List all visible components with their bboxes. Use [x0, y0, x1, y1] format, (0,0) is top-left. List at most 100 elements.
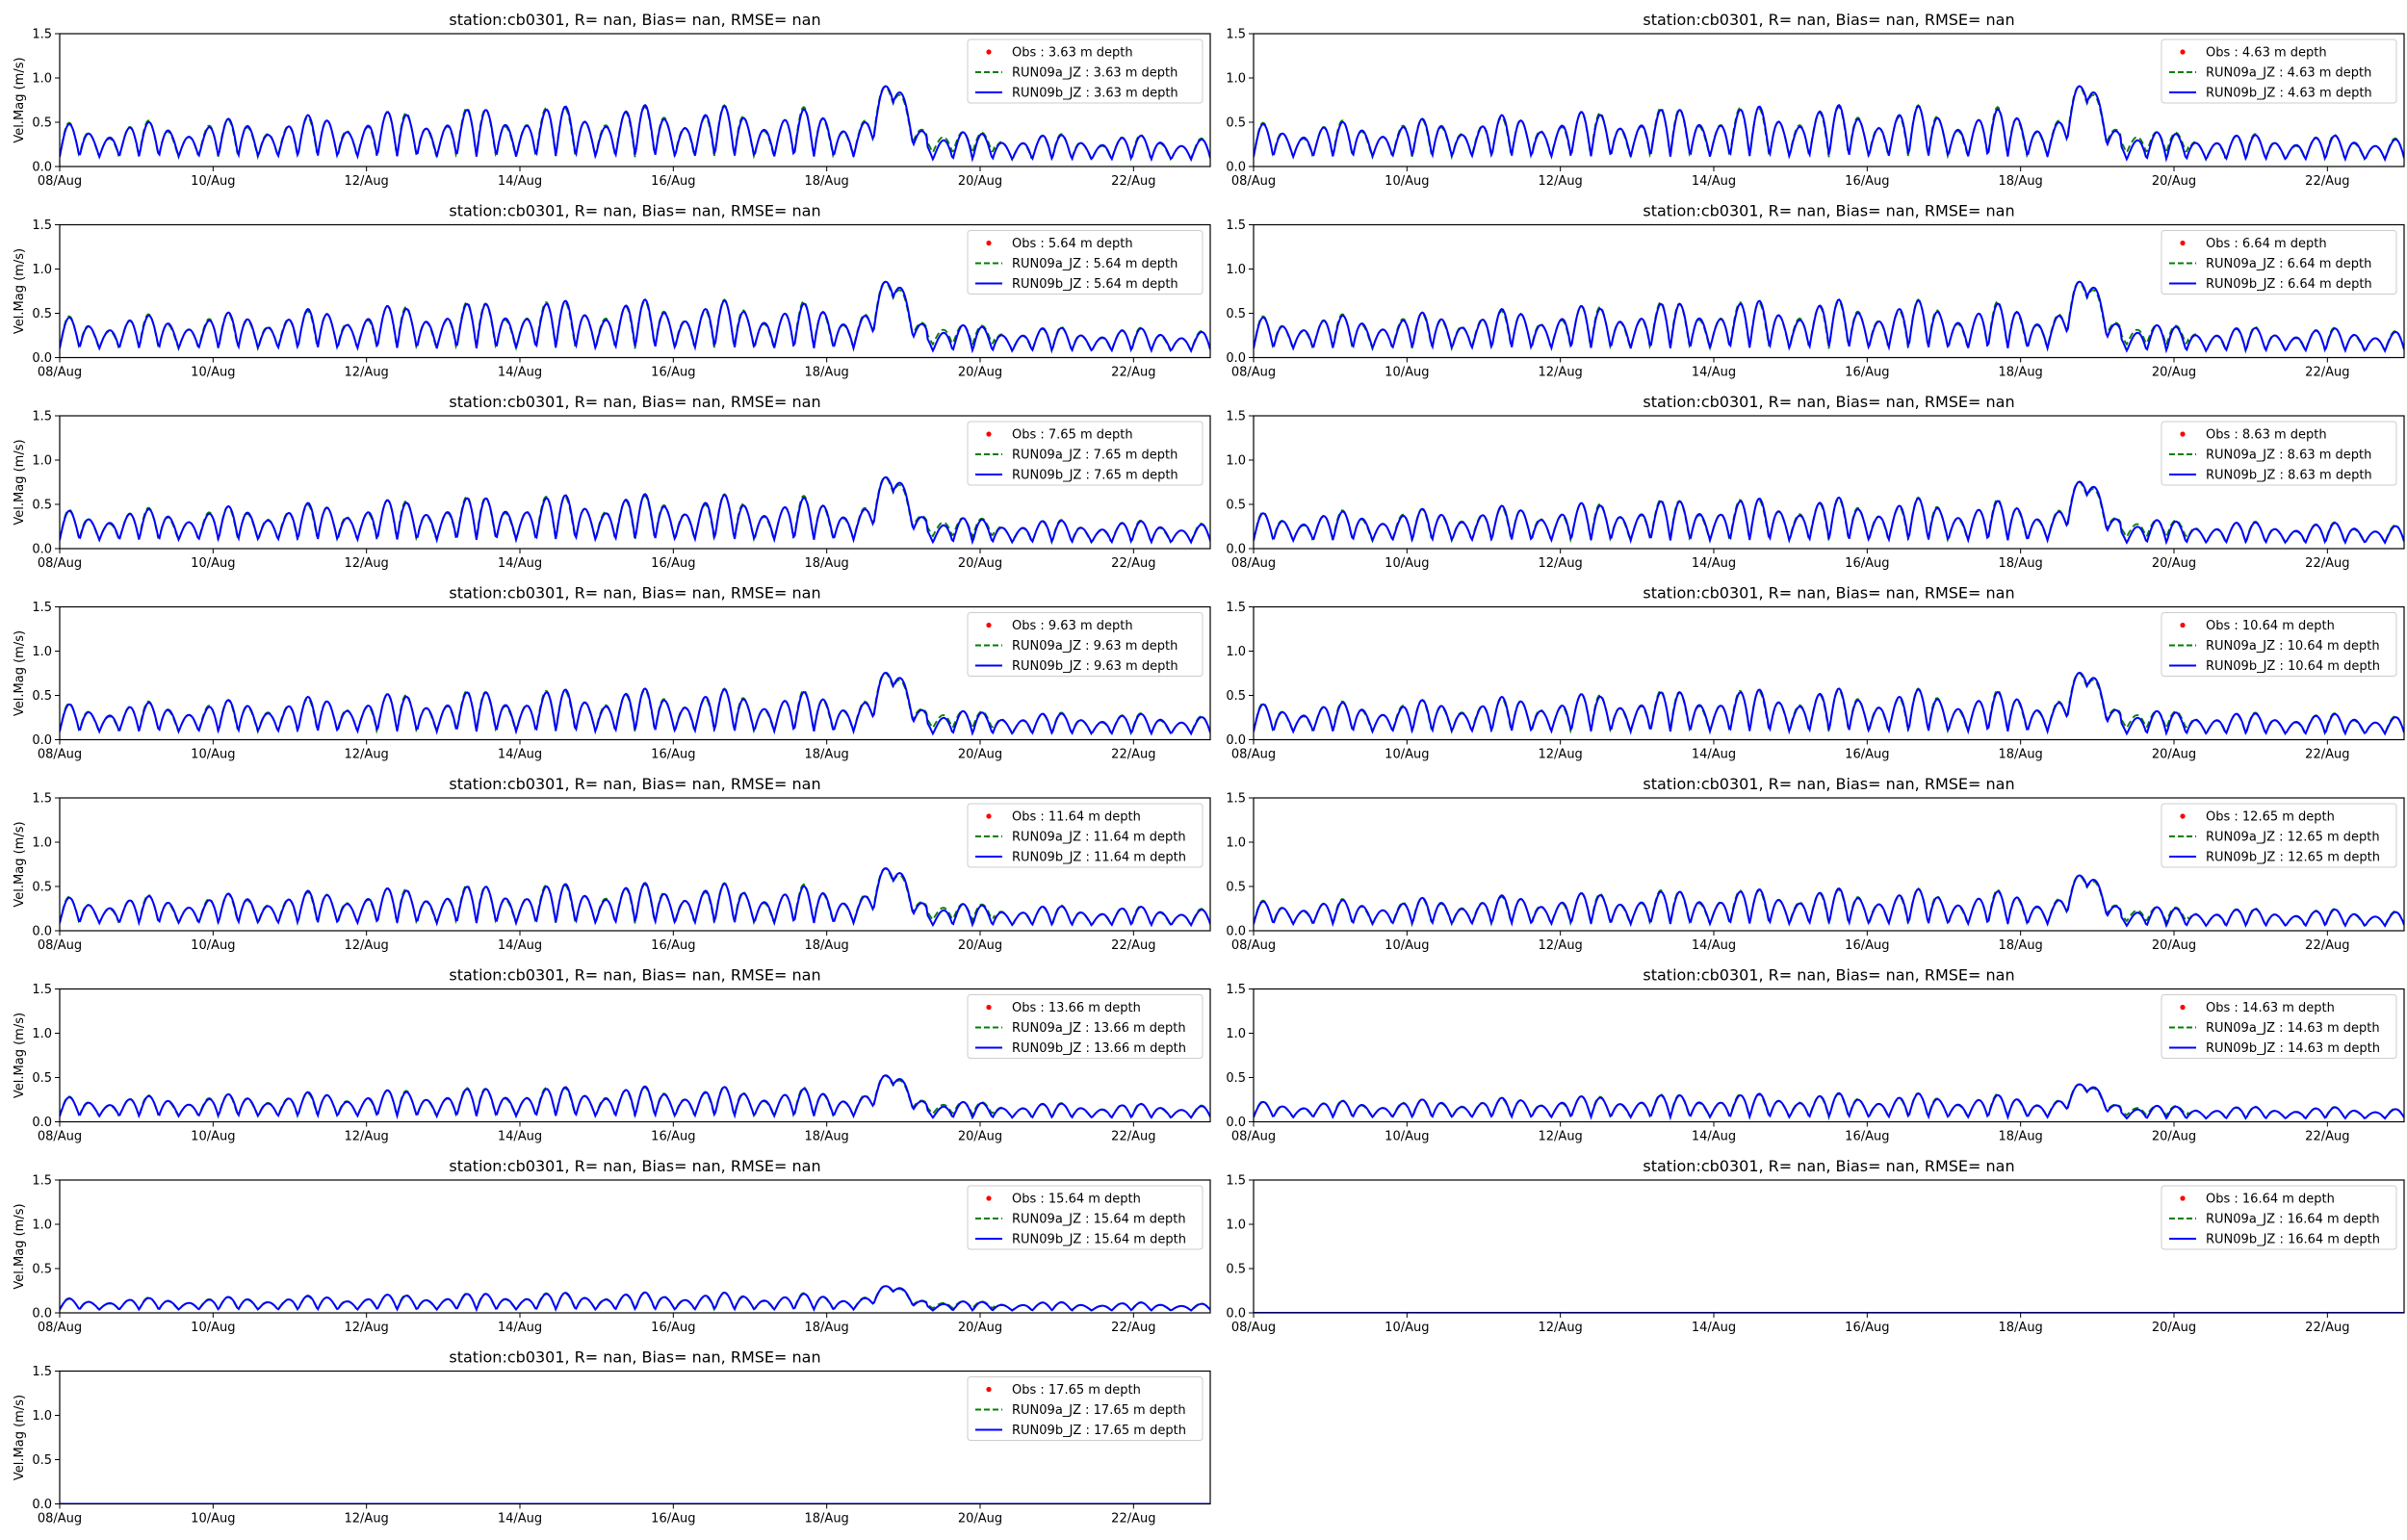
x-tick-label: 10/Aug [1385, 174, 1429, 189]
x-tick-label: 18/Aug [805, 1130, 849, 1144]
y-tick-label: 1.5 [1226, 792, 1246, 807]
y-tick-label: 0.5 [32, 689, 52, 704]
legend-box [2161, 1185, 2397, 1250]
y-tick-label: 0.5 [1226, 499, 1246, 513]
legend-label: RUN09b_JZ : 7.65 m depth [1012, 469, 1178, 483]
x-tick-label: 14/Aug [1692, 366, 1736, 380]
x-tick-label: 18/Aug [1999, 174, 2043, 189]
y-axis-label: Vel.Mag (m/s) [13, 630, 27, 716]
x-tick-label: 10/Aug [191, 748, 235, 762]
x-tick-label: 16/Aug [651, 366, 695, 380]
y-tick-label: 1.0 [32, 72, 52, 87]
subplot-title: station:cb0301, R= nan, Bias= nan, RMSE=… [1643, 11, 2014, 29]
y-tick-label: 1.5 [32, 601, 52, 615]
y-tick-label: 1.5 [32, 983, 52, 997]
legend-box [967, 994, 1204, 1059]
x-tick-label: 12/Aug [345, 748, 389, 762]
y-tick-label: 0.0 [1226, 161, 1246, 175]
legend-obs-marker [986, 1386, 992, 1393]
x-tick-label: 10/Aug [191, 1512, 235, 1527]
legend: Obs : 3.63 m depth RUN09a_JZ : 3.63 m dep… [967, 38, 1204, 104]
x-tick-label: 20/Aug [958, 1130, 1002, 1144]
y-tick-label: 0.5 [1226, 307, 1246, 321]
x-tick-label: 12/Aug [1539, 556, 1583, 571]
x-tick-label: 20/Aug [2152, 1130, 2196, 1144]
legend-label: Obs : 4.63 m depth [2206, 46, 2327, 61]
y-tick-label: 1.5 [32, 1365, 52, 1379]
x-tick-label: 20/Aug [958, 1512, 1002, 1527]
legend-label: Obs : 17.65 m depth [1012, 1383, 1141, 1398]
legend: Obs : 13.66 m depth RUN09a_JZ : 13.66 m d… [967, 994, 1204, 1059]
subplot-title: station:cb0301, R= nan, Bias= nan, RMSE=… [1643, 584, 2014, 603]
x-tick-label: 14/Aug [498, 556, 542, 571]
subplot-title: station:cb0301, R= nan, Bias= nan, RMSE=… [449, 775, 820, 793]
subplot-7: station:cb0301, R= nan, Bias= nan, RMSE=… [13, 584, 1211, 762]
y-tick-label: 0.0 [32, 1498, 52, 1512]
x-tick-label: 14/Aug [498, 174, 542, 189]
legend-box [967, 612, 1204, 677]
x-tick-label: 12/Aug [1539, 748, 1583, 762]
series-run09b-line [1254, 874, 2404, 929]
legend-label: RUN09a_JZ : 10.64 m depth [2206, 639, 2380, 654]
legend-label: RUN09b_JZ : 10.64 m depth [2206, 659, 2380, 674]
plot-frame [59, 988, 1211, 1123]
legend-label: RUN09a_JZ : 3.63 m depth [1012, 66, 1178, 81]
x-tick-label: 14/Aug [498, 748, 542, 762]
y-tick-label: 1.0 [32, 1409, 52, 1424]
x-tick-label: 18/Aug [1999, 1130, 2043, 1144]
x-tick-label: 14/Aug [1692, 748, 1736, 762]
legend: Obs : 8.63 m depth RUN09a_JZ : 8.63 m dep… [2161, 421, 2397, 486]
y-axis-label: Vel.Mag (m/s) [13, 1203, 27, 1289]
x-tick-label: 18/Aug [805, 174, 849, 189]
legend: Obs : 10.64 m depth RUN09a_JZ : 10.64 m d… [2161, 612, 2397, 677]
series-run09a-line [1254, 875, 2404, 929]
x-tick-label: 16/Aug [1845, 174, 1889, 189]
x-tick-label: 20/Aug [2152, 938, 2196, 953]
x-tick-label: 20/Aug [958, 938, 1002, 953]
legend-label: Obs : 8.63 m depth [2206, 428, 2327, 443]
x-tick-label: 10/Aug [1385, 938, 1429, 953]
plot-area [1254, 671, 2404, 737]
subplot-2: station:cb0301, R= nan, Bias= nan, RMSE=… [1226, 11, 2405, 189]
x-tick-label: 22/Aug [1111, 174, 1155, 189]
plot-frame [59, 1370, 1211, 1505]
x-tick-label: 14/Aug [1692, 938, 1736, 953]
subplot-title: station:cb0301, R= nan, Bias= nan, RMSE=… [449, 202, 820, 220]
x-tick-label: 22/Aug [1111, 556, 1155, 571]
y-tick-label: 1.5 [1226, 218, 1246, 233]
y-tick-label: 0.0 [32, 543, 52, 557]
legend-label: Obs : 11.64 m depth [1012, 810, 1141, 825]
x-tick-label: 08/Aug [1231, 174, 1276, 189]
x-tick-label: 18/Aug [805, 938, 849, 953]
legend-box [2161, 38, 2397, 104]
y-tick-label: 1.5 [32, 792, 52, 807]
legend-label: RUN09a_JZ : 6.64 m depth [2206, 257, 2371, 271]
y-tick-label: 1.0 [32, 836, 52, 851]
y-tick-label: 0.5 [32, 116, 52, 131]
x-tick-label: 16/Aug [1845, 366, 1889, 380]
x-tick-label: 10/Aug [191, 1321, 235, 1335]
y-axis-label: Vel.Mag (m/s) [13, 1013, 27, 1098]
y-tick-label: 0.0 [1226, 733, 1246, 748]
x-tick-label: 20/Aug [958, 174, 1002, 189]
legend-obs-marker [2180, 1195, 2186, 1201]
subplot-9: station:cb0301, R= nan, Bias= nan, RMSE=… [13, 775, 1211, 953]
plot-frame [59, 605, 1211, 741]
legend-label: RUN09b_JZ : 15.64 m depth [1012, 1233, 1186, 1247]
y-tick-label: 0.5 [32, 881, 52, 895]
legend-label: RUN09a_JZ : 4.63 m depth [2206, 66, 2371, 81]
y-tick-label: 0.5 [1226, 1263, 1246, 1277]
legend-box [967, 38, 1204, 104]
legend-box [967, 1185, 1204, 1250]
legend-label: RUN09a_JZ : 16.64 m depth [2206, 1213, 2380, 1227]
x-tick-label: 18/Aug [1999, 1321, 2043, 1335]
x-tick-label: 12/Aug [1539, 938, 1583, 953]
x-tick-label: 10/Aug [191, 556, 235, 571]
subplot-title: station:cb0301, R= nan, Bias= nan, RMSE=… [1643, 966, 2014, 985]
subplot-title: station:cb0301, R= nan, Bias= nan, RMSE=… [449, 1157, 820, 1175]
subplot-6: station:cb0301, R= nan, Bias= nan, RMSE=… [1226, 393, 2405, 571]
subplot-title: station:cb0301, R= nan, Bias= nan, RMSE=… [449, 11, 820, 29]
legend-obs-marker [2180, 813, 2186, 819]
x-tick-label: 22/Aug [2305, 748, 2349, 762]
legend: Obs : 14.63 m depth RUN09a_JZ : 14.63 m d… [2161, 994, 2397, 1059]
